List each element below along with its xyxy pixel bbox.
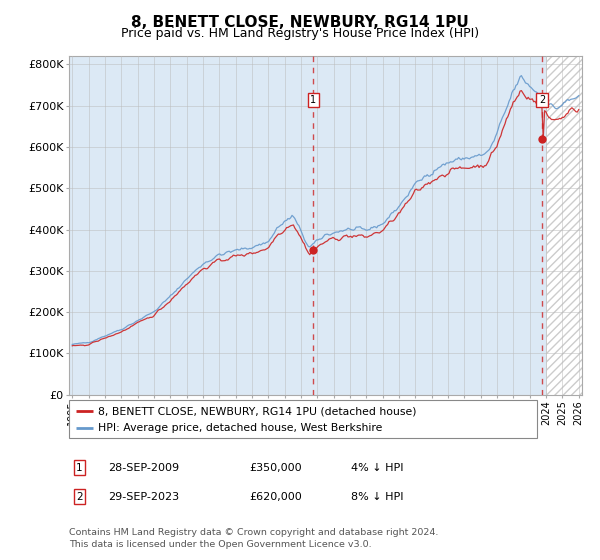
Text: 1: 1 [310,95,316,105]
Text: 4% ↓ HPI: 4% ↓ HPI [351,463,404,473]
Text: 8% ↓ HPI: 8% ↓ HPI [351,492,404,502]
Text: 8, BENETT CLOSE, NEWBURY, RG14 1PU: 8, BENETT CLOSE, NEWBURY, RG14 1PU [131,15,469,30]
Text: 29-SEP-2023: 29-SEP-2023 [108,492,179,502]
Text: Price paid vs. HM Land Registry's House Price Index (HPI): Price paid vs. HM Land Registry's House … [121,27,479,40]
Text: 2: 2 [76,492,83,502]
Bar [546,56,587,395]
Text: 1: 1 [76,463,83,473]
Text: HPI: Average price, detached house, West Berkshire: HPI: Average price, detached house, West… [98,423,382,433]
Bar [546,56,587,395]
Text: 8, BENETT CLOSE, NEWBURY, RG14 1PU (detached house): 8, BENETT CLOSE, NEWBURY, RG14 1PU (deta… [98,406,416,416]
Text: £620,000: £620,000 [249,492,302,502]
Text: 2: 2 [539,95,545,105]
Text: 28-SEP-2009: 28-SEP-2009 [108,463,179,473]
Text: Contains HM Land Registry data © Crown copyright and database right 2024.
This d: Contains HM Land Registry data © Crown c… [69,528,439,549]
Text: £350,000: £350,000 [249,463,302,473]
